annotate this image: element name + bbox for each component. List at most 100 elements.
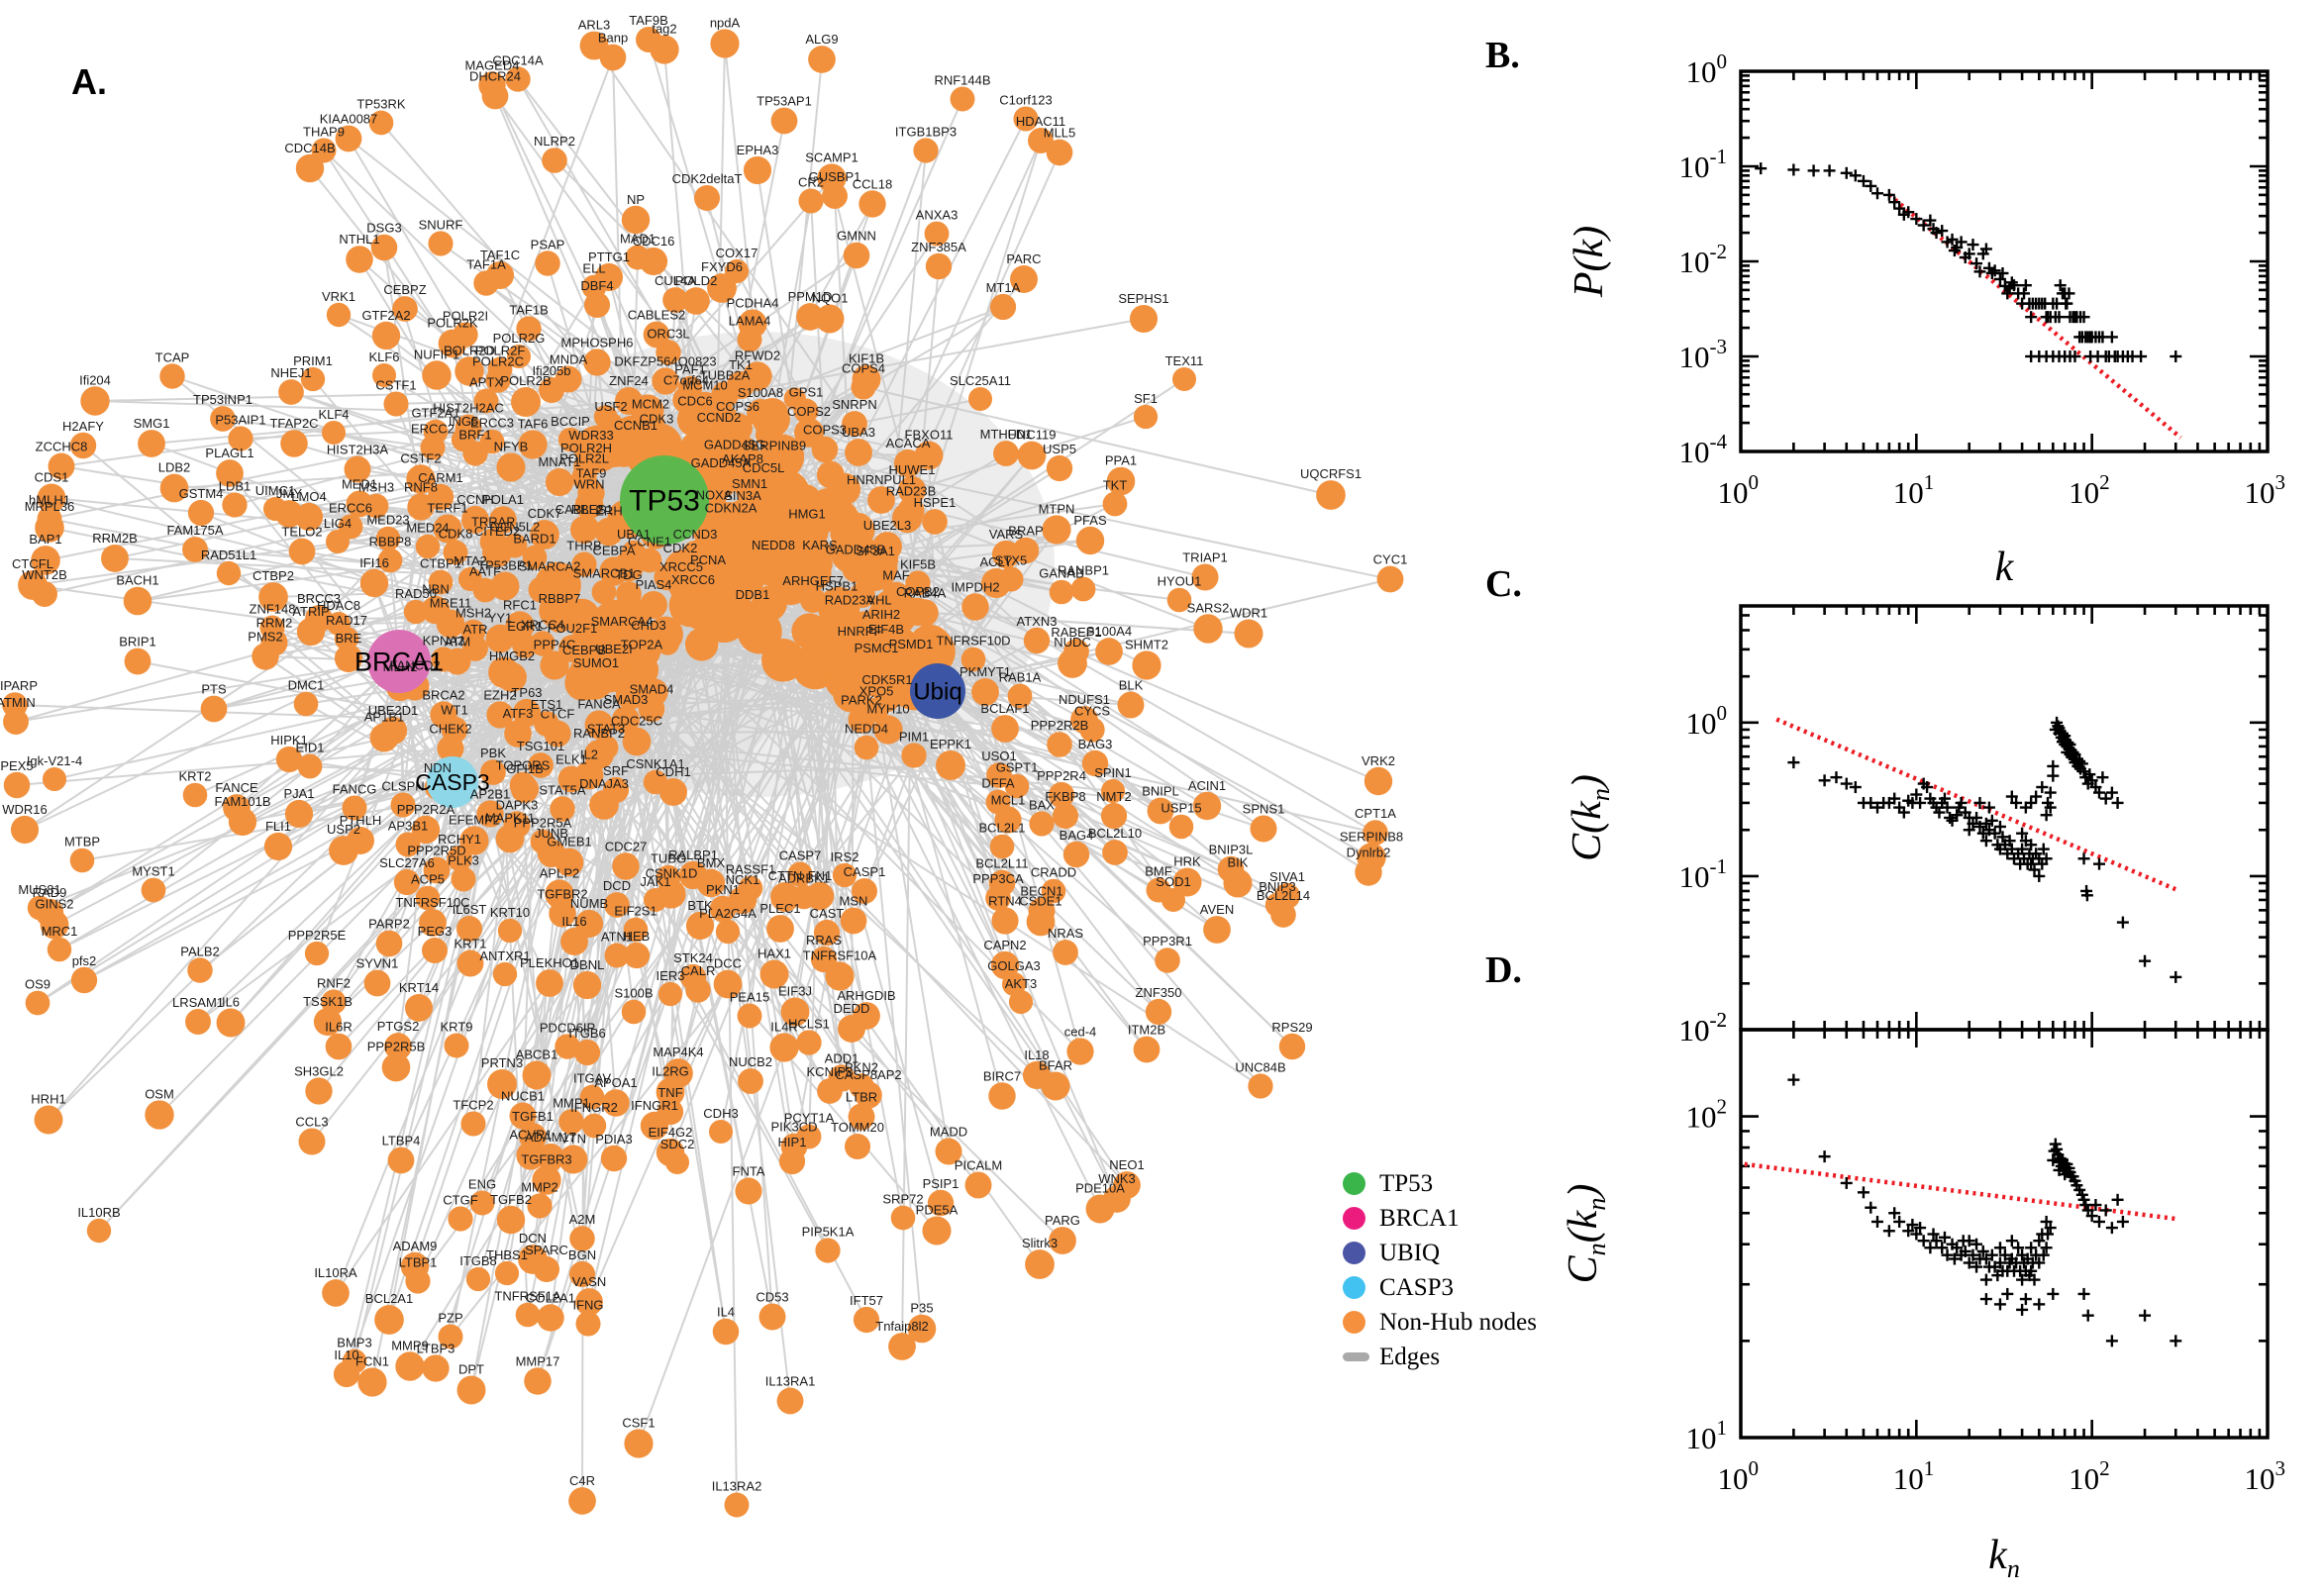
- network-node-label: BNIP3L: [1209, 843, 1254, 857]
- network-node: [573, 1039, 601, 1066]
- network-node: [842, 555, 869, 583]
- network-node-label: TP63: [511, 685, 542, 700]
- network-node: [40, 910, 69, 940]
- network-node: [1023, 627, 1051, 654]
- plot-frame: [1739, 1028, 2270, 1440]
- network-node: [504, 720, 532, 748]
- network-node-label: IL6: [222, 995, 240, 1010]
- network-node: [898, 649, 924, 675]
- network-node-label: TUBG: [651, 851, 686, 866]
- x-axis-label: kn​: [1988, 1533, 2020, 1583]
- network-node-label: GUSBP1: [809, 169, 861, 184]
- legend-item-label: BRCA1: [1379, 1204, 1460, 1232]
- network-node-label: ADAM9: [393, 1239, 438, 1253]
- network-node-label: SLC25A11: [950, 373, 1011, 388]
- network-node: [536, 572, 563, 600]
- network-node: [1010, 265, 1038, 293]
- network-node-label: KCNIP3: [807, 1064, 854, 1079]
- network-node-label: PPP2R4: [1037, 768, 1086, 783]
- network-node: [1223, 868, 1253, 898]
- network-node-label: IL13RA2: [712, 1479, 762, 1494]
- network-node-label: CDC14A: [492, 52, 544, 67]
- network-node: [656, 340, 681, 365]
- network-node: [1363, 820, 1388, 846]
- network-node: [873, 715, 903, 745]
- network-node: [1025, 1249, 1055, 1279]
- network-node: [602, 1089, 630, 1117]
- network-node-label: DEDD: [834, 1001, 870, 1016]
- network-node-label: EPHA3: [737, 143, 779, 157]
- network-node: [363, 969, 391, 997]
- network-node-label: CCND3: [673, 527, 718, 542]
- network-node: [1041, 878, 1066, 904]
- network-node: [1007, 683, 1033, 709]
- network-node-label: TP53AP1: [757, 94, 812, 109]
- network-node-label: MED23: [366, 513, 409, 528]
- network-node-label: PCNA: [690, 552, 726, 567]
- network-node: [510, 774, 540, 804]
- network-node-label: P35: [910, 1301, 933, 1316]
- network-node-label: KLF6: [368, 349, 399, 364]
- network-node: [726, 370, 756, 400]
- network-node: [988, 1082, 1016, 1110]
- network-node-label: PDCD6IP: [540, 1020, 595, 1035]
- panel-c-label: C.: [1485, 563, 1522, 605]
- network-node-label: LIG4: [324, 516, 352, 531]
- network-node: [528, 752, 554, 778]
- network-node: [761, 451, 787, 477]
- network-node: [145, 1100, 174, 1130]
- network-node-label: MUS81: [18, 882, 60, 897]
- network-node-label: CDK8: [439, 527, 473, 542]
- network-node: [69, 432, 97, 459]
- network-node-label: CDH1: [656, 764, 690, 779]
- network-node: [852, 878, 877, 904]
- network-node-label: ITGB6: [568, 1026, 606, 1041]
- network-node: [815, 304, 845, 334]
- network-node-label: PKN2: [845, 1059, 878, 1074]
- network-node-label: CDC27: [605, 839, 648, 853]
- network-node: [657, 981, 683, 1007]
- network-node-label: MED1: [342, 477, 377, 492]
- network-node-label: PICALM: [955, 1157, 1002, 1172]
- network-node: [518, 430, 548, 459]
- network-node: [384, 1033, 412, 1060]
- network-node: [787, 861, 813, 887]
- network-node-label: MAPK11: [485, 811, 535, 826]
- network-node-label: CSTF1: [375, 377, 416, 392]
- network-node: [455, 915, 483, 943]
- network-node-label: PKMYT1: [960, 664, 1011, 679]
- network-node-label: POLR2D: [444, 343, 495, 357]
- network-node: [574, 760, 604, 790]
- network-node: [662, 287, 688, 313]
- network-node-label: C7orf64: [663, 372, 709, 387]
- network-node-label: RBBP8: [369, 535, 412, 549]
- network-node: [989, 293, 1017, 321]
- network-node-label: IFT57: [850, 1293, 883, 1308]
- network-node: [530, 631, 556, 656]
- network-node-label: GFI1B: [506, 761, 544, 776]
- network-node-label: AP3B1: [388, 818, 428, 833]
- network-node: [621, 205, 651, 235]
- network-node: [1355, 858, 1382, 886]
- network-node: [1172, 867, 1202, 897]
- network-node: [853, 1306, 880, 1334]
- network-node: [187, 957, 213, 983]
- network-node-label: TUBB2A: [700, 367, 751, 382]
- network-node: [1203, 916, 1231, 944]
- network-node: [622, 431, 650, 458]
- network-node-label: SERPINB9: [743, 438, 806, 452]
- network-node-label: HDAC8: [317, 598, 360, 613]
- network-node-label: CCNB1: [614, 418, 657, 433]
- network-node-label: ZNF148: [250, 602, 296, 617]
- network-node: [465, 1266, 491, 1292]
- network-node-label: USP2: [327, 822, 360, 837]
- network-node: [555, 1034, 580, 1059]
- network-node-label: Ifi205b: [532, 363, 570, 378]
- network-node-label: CDK7: [528, 506, 562, 521]
- network-node: [86, 1218, 112, 1244]
- network-node: [539, 377, 564, 403]
- network-node-label: TAF9B: [629, 13, 668, 28]
- network-node-label: MADD: [930, 1125, 967, 1140]
- network-node-label: BIRC7: [983, 1068, 1021, 1083]
- network-node: [1046, 139, 1073, 166]
